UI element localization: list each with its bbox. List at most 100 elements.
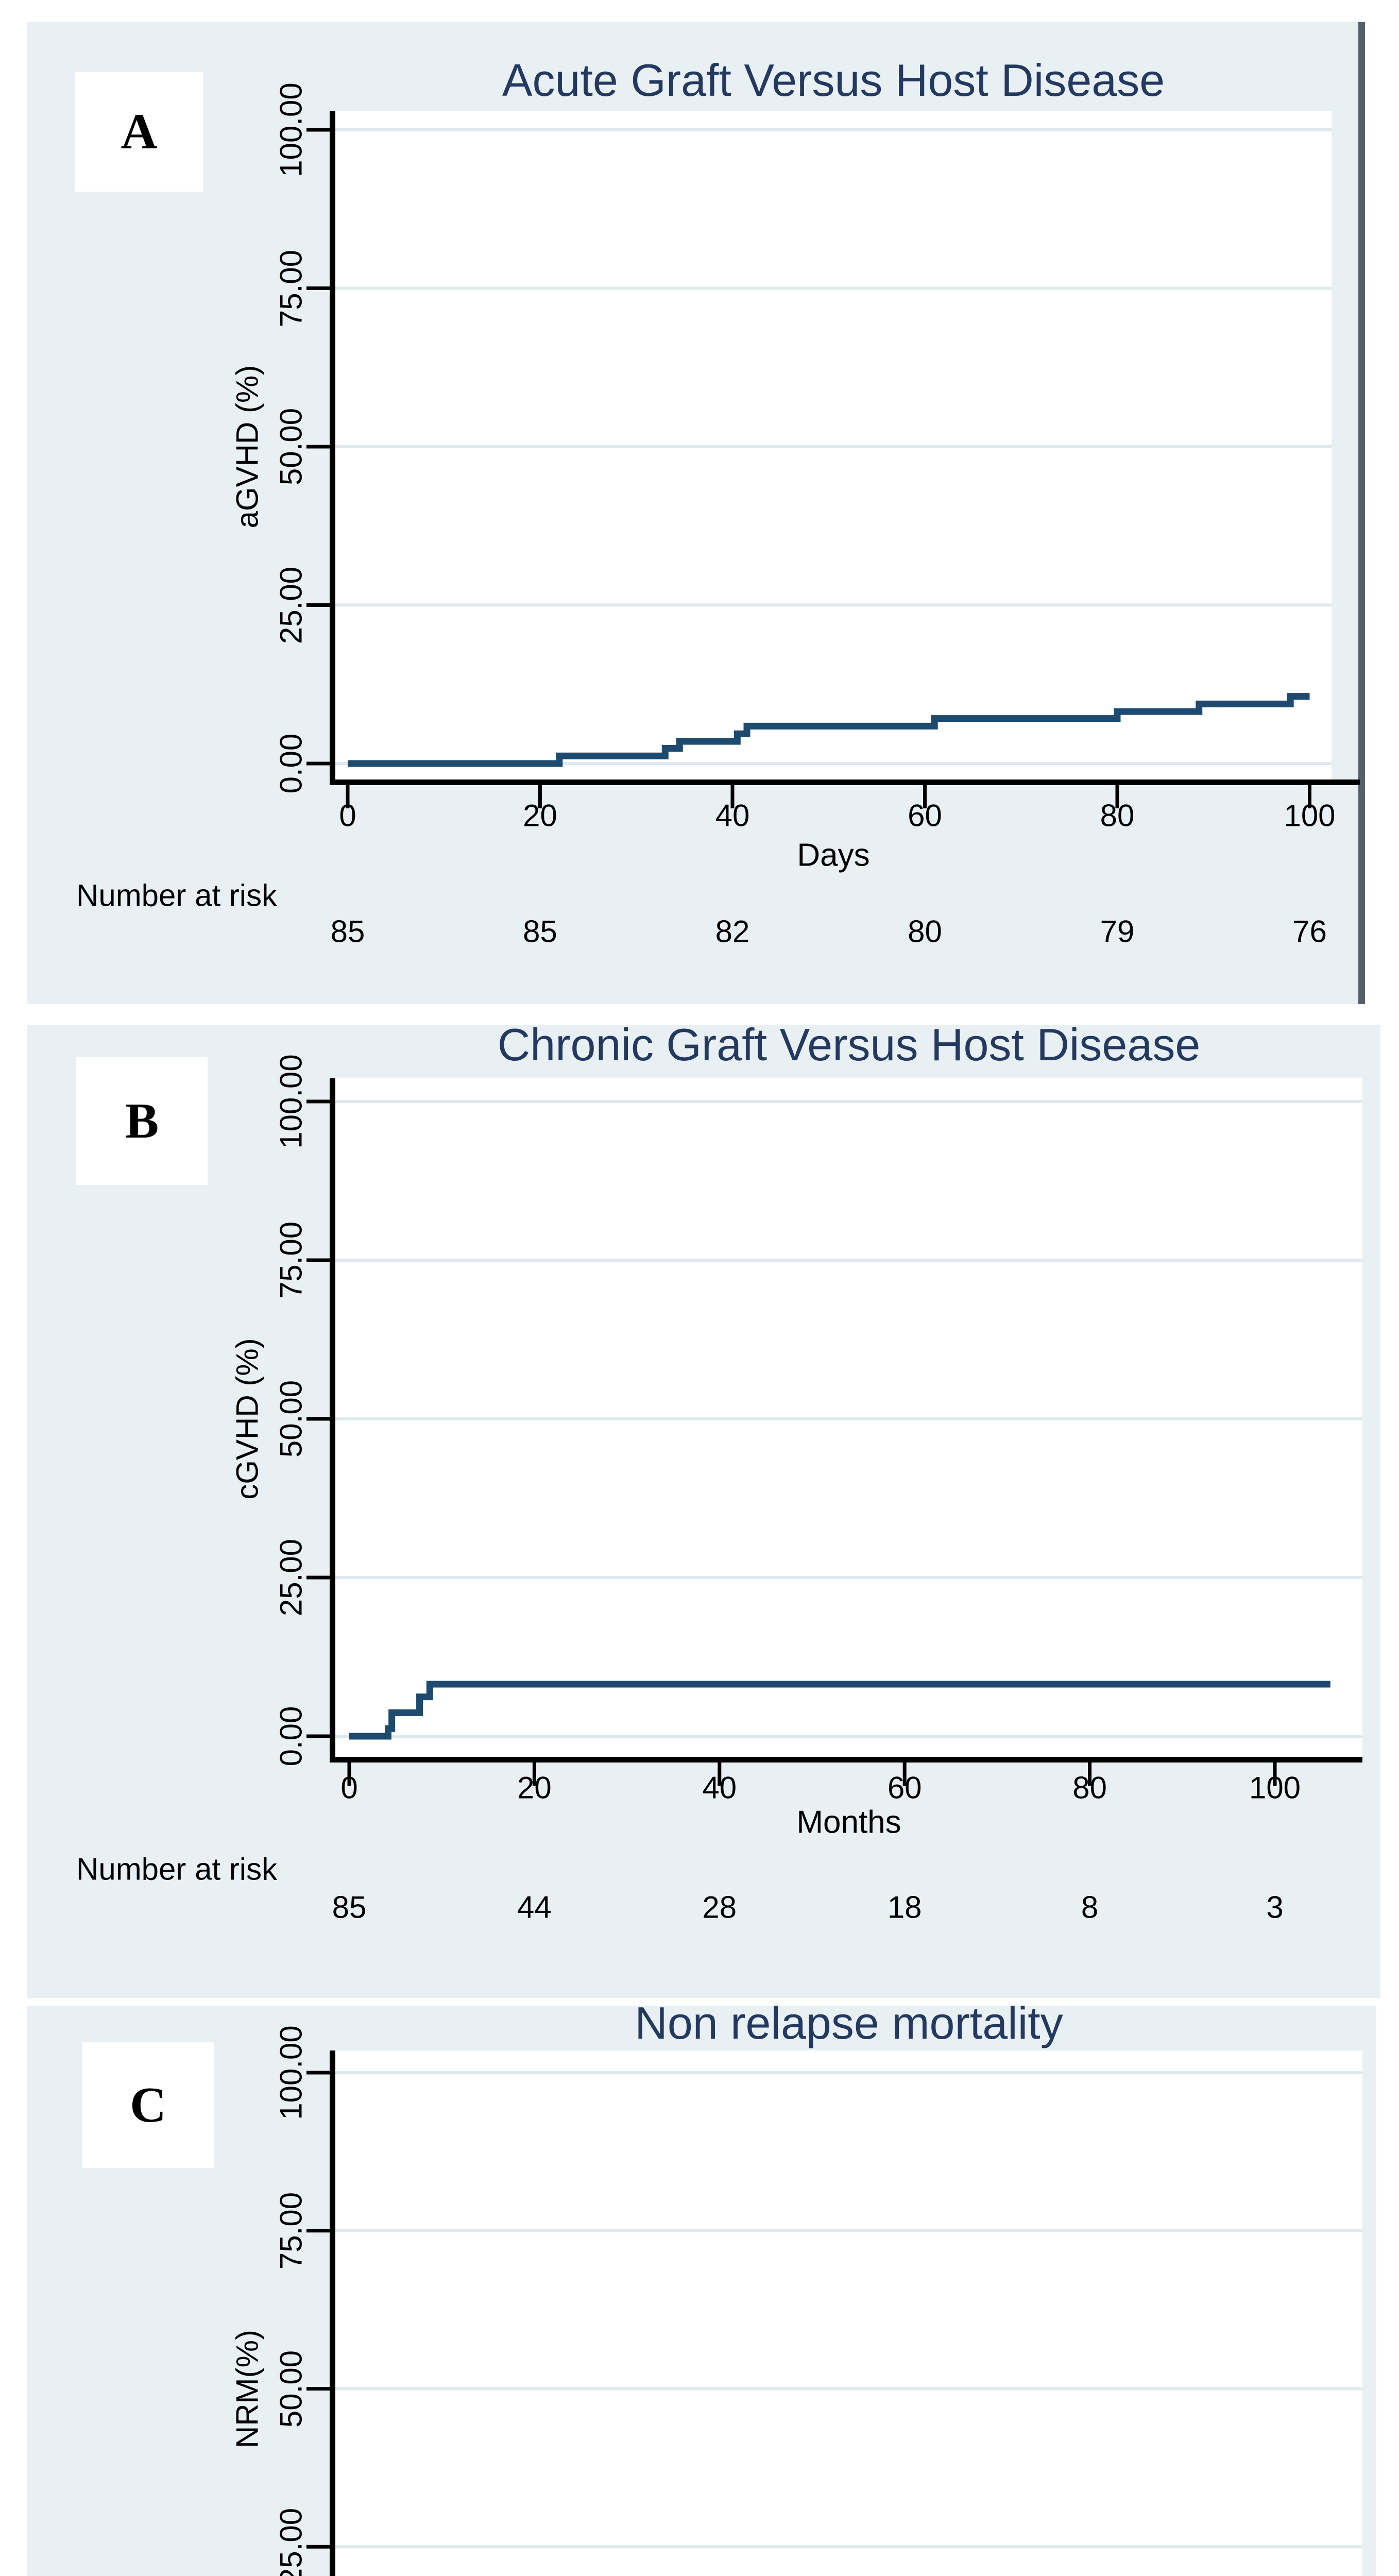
y-tick-mark [306,1258,330,1262]
grid-line [335,2545,1362,2549]
y-tick-mark [306,1575,330,1580]
x-axis [330,779,1360,785]
x-tick-mark [1115,785,1119,808]
y-tick-mark [306,2387,330,2391]
x-tick-label: 60 [887,1770,922,1805]
x-tick-mark [923,785,927,808]
risk-number: 82 [715,914,750,949]
x-tick-label: 80 [1100,798,1135,833]
panel-c-label-box: C [82,2042,214,2168]
panel-b-title: Chronic Graft Versus Host Disease [497,1019,1201,1070]
x-tick-mark [532,1762,536,1786]
y-tick-label: 75.00 [274,249,309,327]
grid-line [335,2071,1362,2074]
y-tick-label: 50.00 [274,2350,309,2428]
y-tick-label: 100.00 [274,82,309,177]
y-axis [330,2050,335,2576]
grid-line [335,1417,1362,1420]
x-tick-mark [538,785,542,808]
y-tick-label: 25.00 [274,1538,309,1617]
risk-number: 80 [908,914,942,949]
risk-number: 44 [517,1890,552,1925]
panel-a-number-at-risk-label: Number at risk [76,878,278,913]
grid-line [335,2229,1362,2232]
x-tick-label: 20 [517,1770,552,1805]
grid-line [335,445,1332,448]
grid-line [335,603,1332,607]
grid-line [335,1576,1362,1579]
panel-a-y-axis-label: aGVHD (%) [230,365,265,529]
x-tick-mark [1273,1762,1277,1786]
y-axis [330,1078,335,1762]
panel-a-right-border [1358,22,1365,1004]
x-tick-mark [718,1762,722,1786]
y-tick-mark [306,1417,330,1421]
panel-a-title: Acute Graft Versus Host Disease [502,55,1165,106]
risk-number: 28 [702,1890,737,1925]
x-tick-label: 60 [908,798,942,833]
y-tick-label: 0.00 [274,1706,309,1767]
y-tick-mark [306,2229,330,2233]
panel-c-title: Non relapse mortality [635,1997,1063,2048]
y-tick-label: 100.00 [274,1054,309,1149]
panel-b-x-axis-label: Months [796,1804,901,1840]
y-tick-label: 25.00 [274,566,309,644]
y-tick-mark [306,761,330,766]
x-tick-mark [902,1762,907,1786]
y-tick-label: 50.00 [274,408,309,486]
grid-line [335,286,1332,290]
grid-line [335,1100,1362,1103]
panel-b-label-box: B [76,1057,208,1185]
y-tick-label: 0.00 [274,733,309,794]
panel-c-letter: C [130,2077,166,2133]
risk-number: 8 [1081,1890,1099,1925]
y-tick-mark [306,1099,330,1104]
y-axis [330,111,335,785]
y-tick-label: 100.00 [274,2025,309,2120]
panel-a-label-box: A [75,72,203,192]
plot-area [335,2050,1362,2576]
grid-line [335,1735,1362,1738]
x-tick-label: 20 [523,798,557,833]
panel-a-x-axis-label: Days [797,837,870,873]
y-tick-mark [306,603,330,607]
risk-number: 3 [1266,1890,1284,1925]
panel-b-number-at-risk-label: Number at risk [76,1852,278,1887]
risk-number: 85 [332,1890,367,1925]
x-tick-mark [346,785,350,808]
x-axis [330,1757,1362,1762]
y-tick-mark [306,445,330,449]
grid-line [335,2387,1362,2391]
panel-b-letter: B [125,1093,159,1149]
y-tick-mark [306,1734,330,1738]
risk-number: 85 [523,914,557,949]
y-tick-label: 75.00 [274,1221,309,1299]
x-tick-mark [1088,1762,1092,1786]
y-tick-label: 50.00 [274,1380,309,1458]
grid-line [335,1259,1362,1262]
panel-a-letter: A [121,104,158,160]
x-tick-label: 100 [1249,1770,1301,1805]
x-tick-mark [730,785,735,808]
risk-number: 76 [1292,914,1327,949]
cumulative-incidence-curve [349,1681,1330,1740]
y-tick-label: 25.00 [274,2508,309,2576]
x-tick-mark [1308,785,1311,808]
x-tick-mark [347,1762,351,1786]
x-tick-label: 80 [1072,1770,1107,1805]
x-tick-label: 0 [340,1770,358,1805]
panel-b-y-axis-label: cGVHD (%) [230,1338,265,1500]
y-tick-label: 75.00 [274,2192,309,2269]
y-tick-mark [306,286,330,290]
risk-number: 85 [330,914,365,949]
grid-line [335,762,1332,765]
y-tick-mark [306,2545,330,2549]
cumulative-incidence-curve [348,693,1310,767]
grid-line [335,128,1332,131]
y-tick-mark [306,2071,330,2075]
panel-c-y-axis-label: NRM(%) [230,2330,265,2448]
x-tick-label: 100 [1284,798,1336,833]
y-tick-mark [306,128,330,132]
